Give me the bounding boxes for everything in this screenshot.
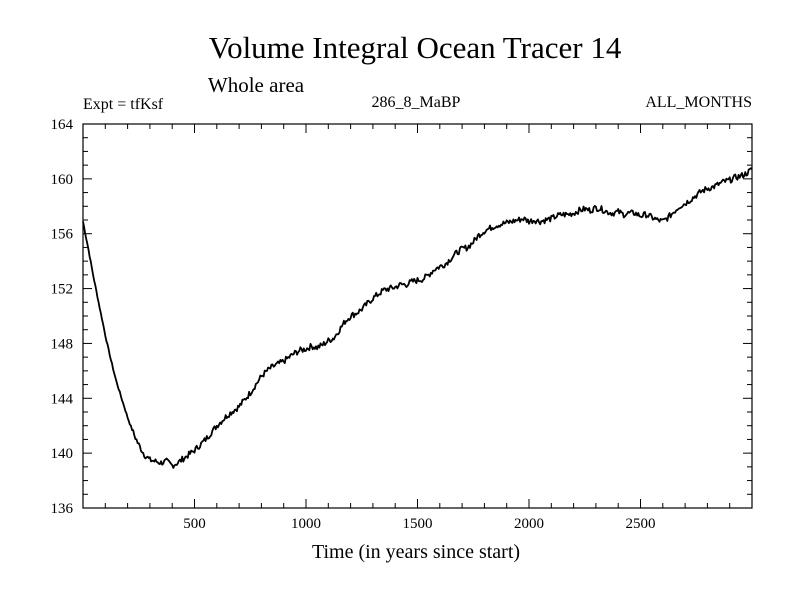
axis-tick-labels: 500 1000 1500 2000 2500 136 140 144 148 152 156 160… — [51, 117, 656, 532]
y-tick-label: 156 — [51, 227, 74, 243]
center-label: 286_8_MaBP — [372, 94, 461, 111]
y-tick-label: 160 — [51, 172, 74, 188]
chart-title: Volume Integral Ocean Tracer 14 — [209, 30, 622, 65]
x-tick-label: 2000 — [514, 516, 544, 532]
axis-ticks — [83, 124, 752, 508]
y-tick-label: 164 — [51, 117, 74, 133]
x-tick-label: 500 — [183, 516, 206, 532]
y-tick-label: 136 — [51, 501, 74, 517]
y-tick-label: 144 — [51, 391, 74, 407]
y-tick-label: 152 — [51, 282, 74, 298]
y-tick-label: 140 — [51, 446, 74, 462]
x-axis-label: Time (in years since start) — [312, 541, 520, 563]
x-tick-label: 1500 — [403, 516, 433, 532]
experiment-label: Expt = tfKsf — [83, 96, 164, 113]
x-tick-label: 2500 — [626, 516, 656, 532]
x-tick-label: 1000 — [291, 516, 321, 532]
y-tick-label: 148 — [51, 336, 74, 352]
right-label: ALL_MONTHS — [645, 94, 752, 111]
chart-subtitle: Whole area — [208, 73, 305, 97]
series-line-tracer-14 — [82, 167, 753, 469]
plot-frame — [82, 123, 753, 509]
